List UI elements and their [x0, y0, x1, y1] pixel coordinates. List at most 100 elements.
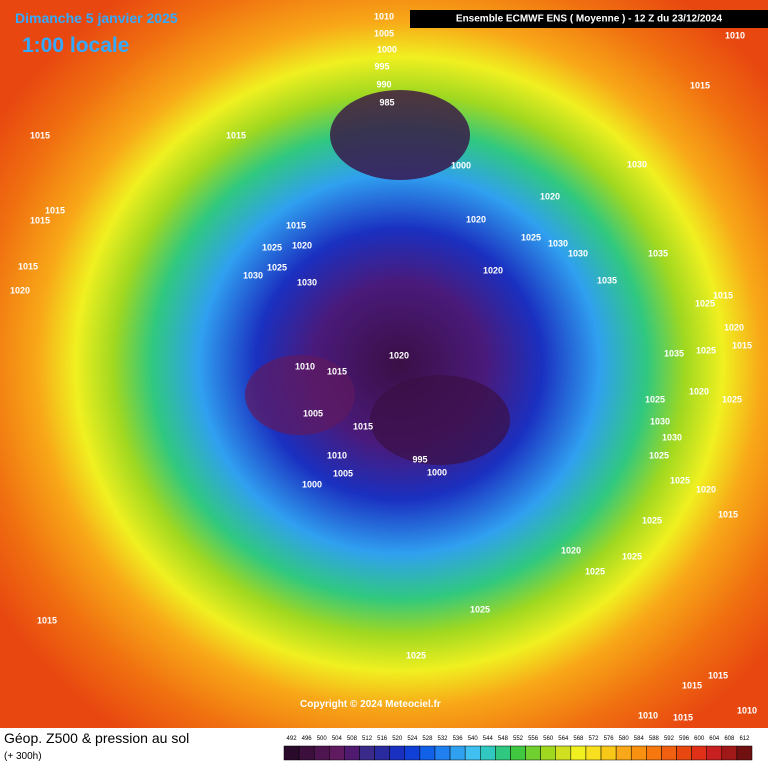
isobar-label: 1020: [389, 350, 409, 360]
isobar-label: 1000: [451, 160, 471, 170]
colorbar-label: 604: [709, 736, 720, 742]
isobar-label: 1015: [353, 421, 373, 431]
colorbar-label: 592: [664, 736, 675, 742]
isobar-label: 1010: [327, 450, 347, 460]
isobar-label: 1030: [297, 277, 317, 287]
colorbar-cell: [404, 745, 421, 761]
colorbar-cell: [721, 745, 738, 761]
isobar-label: 1015: [18, 261, 38, 271]
isobar-label: 1010: [725, 30, 745, 40]
isobar-label: 1015: [286, 220, 306, 230]
low-center: [370, 375, 510, 465]
isobar-label: 1005: [374, 28, 394, 38]
isobar-label: 1010: [638, 710, 658, 720]
isobar-label: 1025: [642, 515, 662, 525]
colorbar-cell: [449, 745, 466, 761]
isobar-label: 1020: [696, 484, 716, 494]
isobar-label: 995: [374, 61, 389, 71]
isobar-label: 985: [379, 97, 394, 107]
colorbar-cell: [495, 745, 511, 761]
colorbar-cell: [359, 745, 375, 761]
isobar-label: 1015: [37, 615, 57, 625]
colorbar-cell: [736, 745, 753, 761]
isobar-label: 1030: [568, 248, 588, 258]
colorbar-label: 552: [513, 736, 524, 742]
colorbar-label: 596: [679, 736, 690, 742]
isobar-label: 1020: [540, 191, 560, 201]
isobar-label: 1035: [597, 275, 617, 285]
model-banner: [410, 10, 768, 28]
colorbar-label: 568: [573, 736, 584, 742]
colorbar-cell: [646, 745, 662, 761]
low-center: [330, 90, 470, 180]
isobar-label: 1015: [682, 680, 702, 690]
colorbar-cell: [525, 745, 541, 761]
colorbar-label: 612: [739, 736, 750, 742]
colorbar-label: 524: [407, 736, 418, 742]
colorbar-label: 504: [332, 736, 343, 742]
low-center: [245, 355, 355, 435]
isobar-label: 990: [376, 79, 391, 89]
isobar-label: 1025: [470, 604, 490, 614]
colorbar-label: 600: [694, 736, 705, 742]
isobar-label: 1025: [521, 232, 541, 242]
colorbar-cell: [540, 745, 556, 761]
isobar-label: 1025: [696, 345, 716, 355]
footer-title: Géop. Z500 & pression au sol: [4, 730, 189, 746]
colorbar-label: 572: [588, 736, 599, 742]
colorbar-label: 576: [604, 736, 615, 742]
colorbar-cell: [706, 745, 723, 761]
colorbar-label: 500: [317, 736, 328, 742]
isobar-label: 1015: [30, 215, 50, 225]
colorbar-cell: [419, 745, 436, 761]
colorbar-label: 492: [287, 736, 298, 742]
isobar-label: 1025: [622, 551, 642, 561]
colorbar-cell: [313, 745, 330, 761]
isobar-label: 1025: [670, 475, 690, 485]
colorbar-label: 520: [392, 736, 403, 742]
isobar-label: 1035: [648, 248, 668, 258]
colorbar-cell: [283, 745, 300, 761]
isobar-label: 1030: [548, 238, 568, 248]
isobar-label: 1020: [689, 386, 709, 396]
isobar-label: 1025: [262, 242, 282, 252]
isobar-label: 1010: [374, 11, 394, 21]
isobar-label: 1015: [732, 340, 752, 350]
model-text: Ensemble ECMWF ENS ( Moyenne ) - 12 Z du…: [456, 14, 723, 25]
colorbar-cell: [298, 745, 315, 761]
colorbar-label: 516: [377, 736, 388, 742]
isobar-label: 1015: [713, 290, 733, 300]
isobar-label: 1000: [377, 44, 397, 54]
isobar-label: 1015: [673, 712, 693, 722]
isobar-label: 1015: [708, 670, 728, 680]
colorbar-label: 564: [558, 736, 569, 742]
colorbar-label: 536: [453, 736, 464, 742]
isobar-label: 1030: [627, 159, 647, 169]
isobar-label: 1020: [561, 545, 581, 555]
colorbar-cell: [329, 745, 345, 761]
isobar-label: 1020: [10, 285, 30, 295]
isobar-label: 1030: [662, 432, 682, 442]
colorbar-cell: [434, 745, 451, 761]
colorbar-label: 548: [498, 736, 509, 742]
colorbar-cell: [344, 745, 360, 761]
copyright: Copyright © 2024 Meteociel.fr: [300, 699, 441, 710]
isobar-label: 1010: [737, 705, 757, 715]
isobar-label: 1015: [30, 130, 50, 140]
isobar-label: 1015: [327, 366, 347, 376]
isobar-label: 1025: [695, 298, 715, 308]
isobar-label: 1030: [243, 270, 263, 280]
isobar-label: 1015: [226, 130, 246, 140]
colorbar-label: 580: [619, 736, 630, 742]
isobar-label: 1025: [585, 566, 605, 576]
isobar-label: 1020: [483, 265, 503, 275]
colorbar-label: 560: [543, 736, 554, 742]
colorbar-cell: [555, 745, 572, 761]
colorbar-label: 588: [649, 736, 660, 742]
colorbar-cell: [661, 745, 677, 761]
colorbar-cell: [676, 745, 692, 761]
colorbar-cell: [600, 745, 617, 761]
isobar-label: 1025: [267, 262, 287, 272]
isobar-label: 1000: [427, 467, 447, 477]
isobar-label: 1025: [406, 650, 426, 660]
